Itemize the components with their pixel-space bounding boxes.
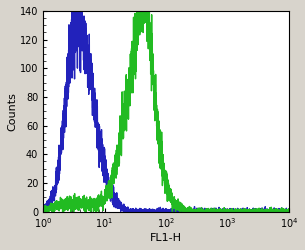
X-axis label: FL1-H: FL1-H: [150, 233, 182, 243]
Y-axis label: Counts: Counts: [7, 92, 17, 131]
